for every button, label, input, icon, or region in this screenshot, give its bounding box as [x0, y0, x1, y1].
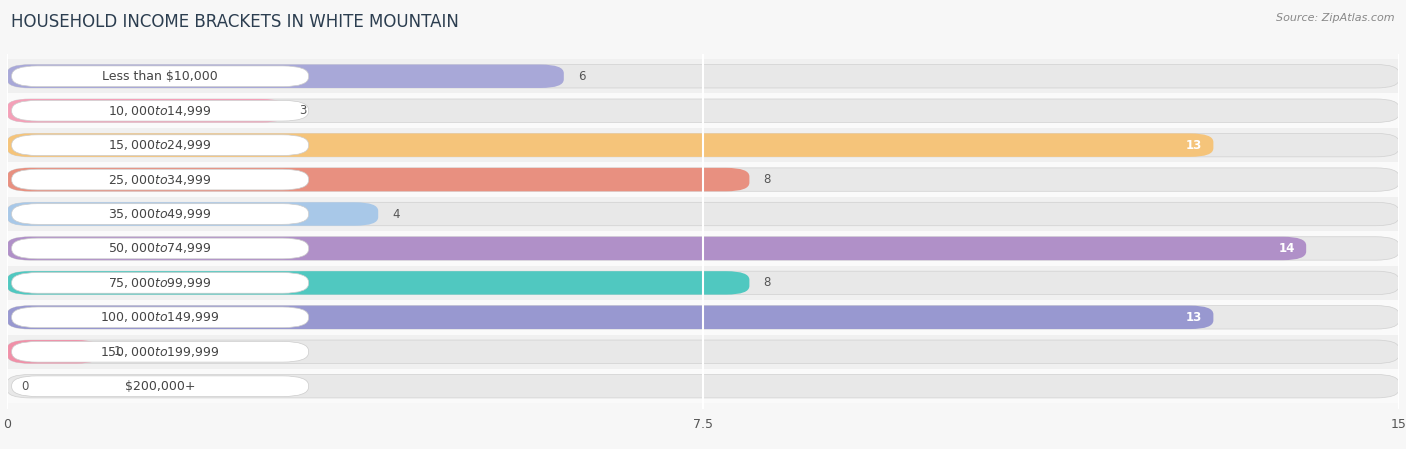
Text: 1: 1: [114, 345, 121, 358]
FancyBboxPatch shape: [7, 65, 564, 88]
FancyBboxPatch shape: [11, 273, 309, 293]
FancyBboxPatch shape: [7, 237, 1399, 260]
Bar: [7, 369, 1399, 403]
Bar: [7, 300, 1399, 335]
Text: $35,000 to $49,999: $35,000 to $49,999: [108, 207, 212, 221]
Bar: [7, 335, 1399, 369]
FancyBboxPatch shape: [7, 168, 1399, 191]
Text: 0: 0: [21, 380, 28, 393]
FancyBboxPatch shape: [11, 169, 309, 190]
Text: $15,000 to $24,999: $15,000 to $24,999: [108, 138, 212, 152]
Text: $10,000 to $14,999: $10,000 to $14,999: [108, 104, 212, 118]
FancyBboxPatch shape: [11, 135, 309, 155]
Text: $100,000 to $149,999: $100,000 to $149,999: [100, 310, 219, 324]
FancyBboxPatch shape: [7, 306, 1399, 329]
Text: $25,000 to $34,999: $25,000 to $34,999: [108, 172, 212, 187]
FancyBboxPatch shape: [7, 271, 1399, 295]
Text: 8: 8: [763, 173, 770, 186]
Text: $200,000+: $200,000+: [125, 380, 195, 393]
Bar: [7, 163, 1399, 197]
FancyBboxPatch shape: [7, 99, 285, 123]
FancyBboxPatch shape: [7, 202, 378, 226]
FancyBboxPatch shape: [7, 133, 1399, 157]
FancyBboxPatch shape: [11, 204, 309, 224]
FancyBboxPatch shape: [7, 202, 1399, 226]
FancyBboxPatch shape: [7, 340, 100, 364]
FancyBboxPatch shape: [11, 307, 309, 328]
Text: 4: 4: [392, 207, 399, 220]
Text: 14: 14: [1278, 242, 1295, 255]
FancyBboxPatch shape: [11, 238, 309, 259]
FancyBboxPatch shape: [11, 66, 309, 87]
Text: HOUSEHOLD INCOME BRACKETS IN WHITE MOUNTAIN: HOUSEHOLD INCOME BRACKETS IN WHITE MOUNT…: [11, 13, 460, 31]
Text: 8: 8: [763, 277, 770, 290]
Text: Source: ZipAtlas.com: Source: ZipAtlas.com: [1277, 13, 1395, 23]
FancyBboxPatch shape: [7, 133, 1213, 157]
Text: $150,000 to $199,999: $150,000 to $199,999: [100, 345, 219, 359]
Bar: [7, 59, 1399, 93]
FancyBboxPatch shape: [11, 376, 309, 396]
Text: 6: 6: [578, 70, 585, 83]
Bar: [7, 128, 1399, 163]
Bar: [7, 93, 1399, 128]
FancyBboxPatch shape: [7, 374, 1399, 398]
FancyBboxPatch shape: [7, 168, 749, 191]
Text: $50,000 to $74,999: $50,000 to $74,999: [108, 242, 212, 255]
FancyBboxPatch shape: [7, 340, 1399, 364]
FancyBboxPatch shape: [7, 237, 1306, 260]
Text: 13: 13: [1187, 311, 1202, 324]
Bar: [7, 197, 1399, 231]
Text: Less than $10,000: Less than $10,000: [103, 70, 218, 83]
FancyBboxPatch shape: [7, 271, 749, 295]
Bar: [7, 231, 1399, 266]
FancyBboxPatch shape: [7, 99, 1399, 123]
FancyBboxPatch shape: [7, 306, 1213, 329]
Text: 3: 3: [299, 104, 307, 117]
Text: 13: 13: [1187, 139, 1202, 152]
FancyBboxPatch shape: [7, 65, 1399, 88]
Text: $75,000 to $99,999: $75,000 to $99,999: [108, 276, 212, 290]
FancyBboxPatch shape: [11, 101, 309, 121]
Bar: [7, 266, 1399, 300]
FancyBboxPatch shape: [11, 341, 309, 362]
